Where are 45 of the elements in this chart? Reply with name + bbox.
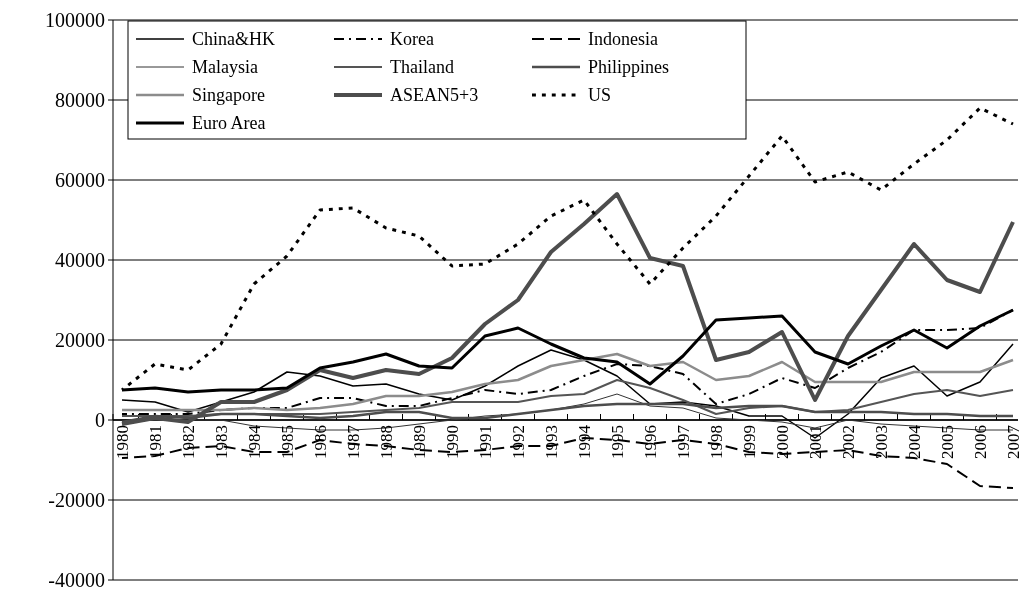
legend-label: Indonesia — [588, 29, 658, 50]
x-tick-label: 1995 — [608, 425, 627, 459]
legend-label: Singapore — [192, 85, 265, 106]
x-tick-label: 1990 — [443, 425, 462, 459]
y-tick-label: 0 — [95, 409, 105, 431]
y-tick-label: 100000 — [45, 9, 105, 31]
x-tick-label: 1999 — [740, 425, 759, 459]
x-tick-label: 2005 — [938, 425, 957, 459]
x-tick-label: 1988 — [377, 425, 396, 459]
x-tick-label: 2002 — [839, 425, 858, 459]
x-tick-label: 1989 — [410, 425, 429, 459]
x-tick-label: 2004 — [905, 424, 924, 459]
x-tick-label: 1994 — [575, 424, 594, 459]
x-tick-label: 1996 — [641, 425, 660, 459]
x-tick-label: 1992 — [509, 425, 528, 459]
y-tick-label: 60000 — [55, 169, 105, 191]
y-tick-label: 80000 — [55, 89, 105, 111]
legend-label: Philippines — [588, 57, 670, 78]
x-tick-label: 2000 — [773, 425, 792, 459]
legend-label: ASEAN5+3 — [390, 85, 479, 106]
legend-label: Malaysia — [192, 57, 258, 78]
x-tick-label: 1983 — [212, 425, 231, 459]
y-tick-label: 20000 — [55, 329, 105, 351]
x-tick-label: 1998 — [707, 425, 726, 459]
x-tick-label: 1981 — [146, 425, 165, 459]
y-tick-label: -40000 — [48, 569, 105, 590]
x-tick-label: 1986 — [311, 425, 330, 459]
y-tick-label: -20000 — [48, 489, 105, 511]
legend-label: Korea — [390, 29, 434, 50]
x-tick-label: 1982 — [179, 425, 198, 459]
x-tick-label: 1997 — [674, 424, 693, 459]
y-tick-label: 40000 — [55, 249, 105, 271]
x-tick-label: 2007 — [1004, 424, 1022, 459]
x-tick-label: 1980 — [113, 425, 132, 459]
x-tick-label: 1991 — [476, 425, 495, 459]
x-tick-label: 2001 — [806, 425, 825, 459]
legend-label: Thailand — [390, 57, 454, 78]
x-tick-label: 1985 — [278, 425, 297, 459]
x-tick-label: 1984 — [245, 424, 264, 459]
legend-label: US — [588, 85, 612, 106]
x-tick-label: 1993 — [542, 425, 561, 459]
legend-label: China&HK — [192, 29, 275, 50]
legend-label: Euro Area — [192, 113, 266, 134]
x-tick-label: 2006 — [971, 425, 990, 459]
x-tick-label: 2003 — [872, 425, 891, 459]
